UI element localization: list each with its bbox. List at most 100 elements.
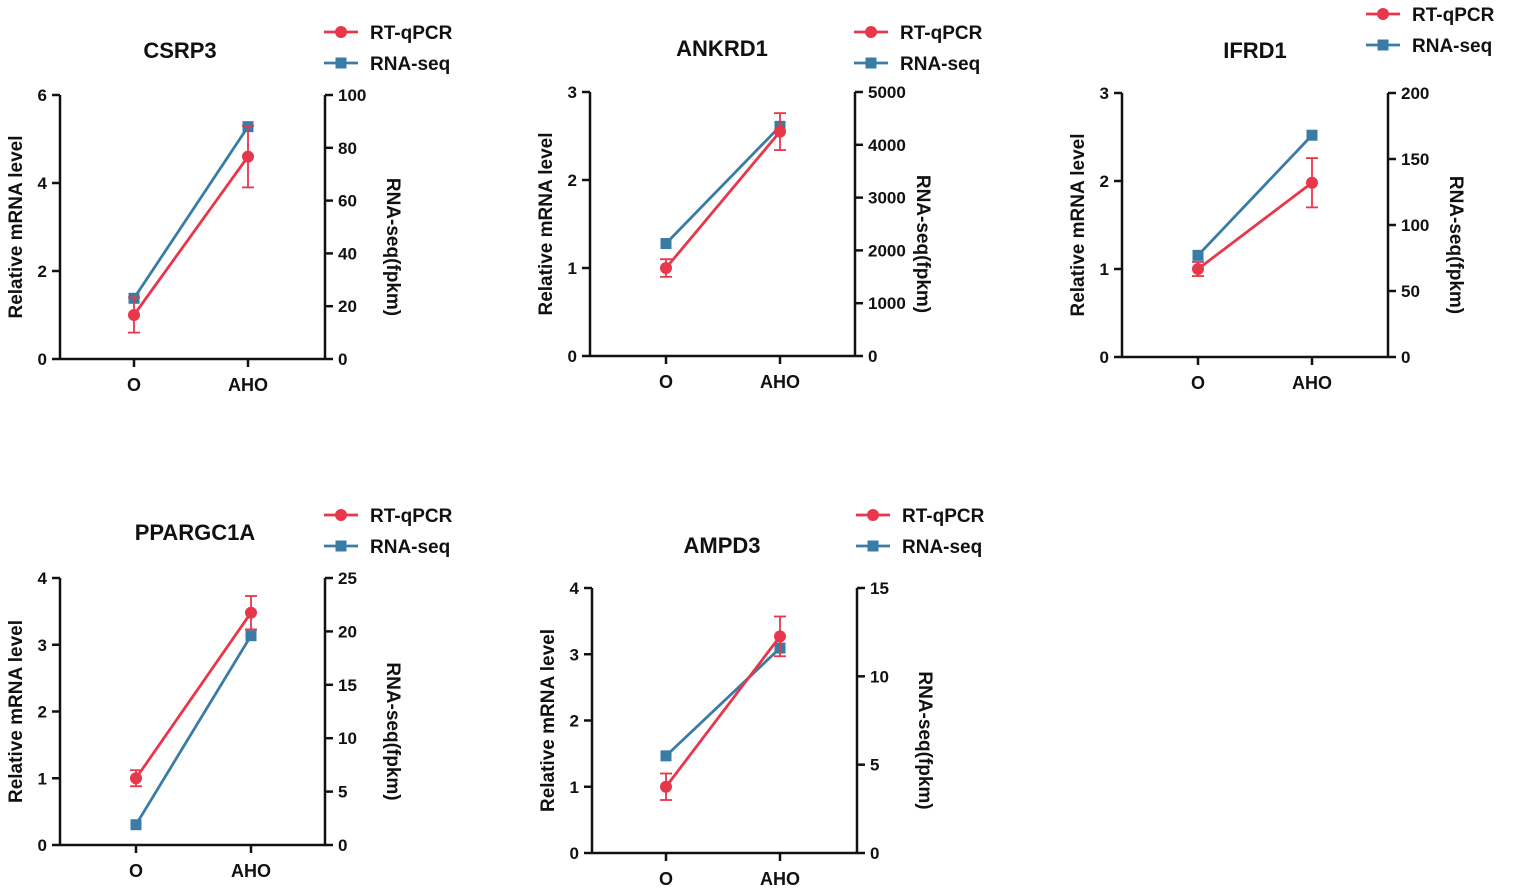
right-tick-label: 25 (338, 569, 357, 588)
series-line-rtqpcr (664, 635, 782, 788)
right-tick-label: 0 (870, 844, 879, 863)
left-tick-label: 3 (1100, 84, 1109, 103)
legend-marker-rtqpcr (335, 26, 347, 38)
data-point-rtqpcr (128, 309, 140, 321)
x-tick-label: O (127, 375, 141, 395)
right-tick-label: 5 (870, 756, 879, 775)
chart-title: PPARGC1A (135, 520, 256, 545)
right-tick-label: 200 (1401, 84, 1429, 103)
left-tick-label: 0 (570, 844, 579, 863)
right-tick-label: 0 (338, 836, 347, 855)
data-point-rnaseq (130, 819, 142, 831)
left-tick-label: 3 (570, 645, 579, 664)
series-line-rtqpcr (664, 130, 782, 269)
data-point-rtqpcr (1192, 263, 1204, 275)
legend-marker-rnaseq (1377, 39, 1389, 51)
right-tick-label: 2000 (868, 241, 906, 260)
data-point-rnaseq (660, 238, 672, 250)
legend-label: RNA-seq (370, 537, 450, 558)
right-tick-label: 15 (870, 579, 889, 598)
series-line-rnaseq (132, 125, 250, 300)
legend-label: RT-qPCR (370, 23, 453, 44)
data-point-rtqpcr (774, 630, 786, 643)
left-tick-label: 2 (38, 703, 47, 722)
right-tick-label: 10 (870, 667, 889, 686)
y2-axis-label: RNA-seq(fpkm) (382, 178, 403, 316)
left-tick-label: 0 (38, 350, 47, 369)
chart-title: AMPD3 (683, 533, 760, 558)
series-line-rtqpcr (132, 155, 250, 316)
series-line-rnaseq (134, 634, 253, 826)
legend-marker-rtqpcr (335, 509, 347, 521)
data-point-rtqpcr (774, 125, 786, 138)
panel-ppargc1a: PPARGC1A 0 1 2 3 4 0 5 10 15 20 25 O AHO Relative mRNA… (6, 506, 453, 881)
x-tick-label: O (1191, 373, 1205, 393)
left-tick-label: 2 (1100, 172, 1109, 191)
panel-ifrd1: IFRD1 0 1 2 3 0 50 100 150 200 O AHO Relative mRNA l… (1068, 5, 1495, 393)
data-point-rtqpcr (660, 262, 672, 274)
legend-marker-rnaseq (865, 57, 877, 69)
right-tick-label: 150 (1401, 150, 1429, 169)
y-axis-label: Relative mRNA level (6, 620, 27, 803)
legend-label: RNA-seq (1412, 36, 1492, 57)
legend-marker-rnaseq (335, 540, 347, 552)
left-tick-label: 6 (38, 86, 47, 105)
x-tick-label: O (659, 869, 673, 889)
legend-label: RT-qPCR (902, 506, 985, 527)
left-tick-label: 1 (568, 259, 577, 278)
left-tick-label: 0 (38, 836, 47, 855)
legend-marker-rnaseq (335, 57, 347, 69)
data-point-rnaseq (660, 750, 672, 762)
y-axis-label: Relative mRNA level (538, 629, 559, 812)
legend-label: RT-qPCR (370, 506, 453, 527)
x-tick-label: AHO (228, 375, 268, 395)
left-tick-label: 0 (568, 347, 577, 366)
right-tick-label: 0 (1401, 348, 1410, 367)
left-tick-label: 0 (1100, 348, 1109, 367)
right-tick-label: 3000 (868, 189, 906, 208)
chart-title: CSRP3 (143, 38, 216, 63)
legend-label: RNA-seq (900, 54, 980, 75)
right-tick-label: 100 (1401, 216, 1429, 235)
left-tick-label: 1 (570, 778, 579, 797)
series-line-rnaseq (665, 647, 781, 757)
data-point-rnaseq (245, 630, 257, 642)
x-tick-label: AHO (1292, 373, 1332, 393)
right-tick-label: 5000 (868, 83, 906, 102)
panel-ankrd1: ANKRD1 0 1 2 3 0 1000 2000 3000 4000 5000 O AHO Relat… (536, 23, 983, 392)
data-point-rnaseq (1192, 249, 1204, 261)
legend-label: RNA-seq (370, 54, 450, 75)
y-axis-label: Relative mRNA level (1068, 133, 1089, 316)
y2-axis-label: RNA-seq(fpkm) (1445, 176, 1466, 314)
right-tick-label: 20 (338, 297, 357, 316)
chart-title: ANKRD1 (676, 36, 768, 61)
x-tick-label: AHO (231, 861, 271, 881)
y-axis-label: Relative mRNA level (536, 132, 557, 315)
right-tick-label: 60 (338, 192, 357, 211)
left-tick-label: 4 (570, 579, 580, 598)
left-tick-label: 4 (38, 174, 48, 193)
right-tick-label: 100 (338, 86, 366, 105)
y2-axis-label: RNA-seq(fpkm) (914, 671, 935, 809)
right-tick-label: 80 (338, 139, 357, 158)
data-point-rtqpcr (242, 150, 254, 163)
left-tick-label: 4 (38, 569, 48, 588)
left-tick-label: 3 (568, 83, 577, 102)
series-line-rtqpcr (1197, 181, 1313, 271)
left-tick-label: 2 (568, 171, 577, 190)
x-tick-label: O (659, 372, 673, 392)
y2-axis-label: RNA-seq(fpkm) (382, 662, 403, 800)
chart-title: IFRD1 (1223, 38, 1287, 63)
left-tick-label: 2 (570, 712, 579, 731)
right-tick-label: 1000 (868, 294, 906, 313)
right-tick-label: 0 (338, 350, 347, 369)
right-tick-label: 20 (338, 622, 357, 641)
left-tick-label: 2 (38, 262, 47, 281)
series-line-rnaseq (1196, 134, 1314, 257)
data-point-rtqpcr (660, 780, 672, 793)
right-tick-label: 5 (338, 783, 347, 802)
legend-label: RT-qPCR (900, 23, 983, 44)
y2-axis-label: RNA-seq(fpkm) (912, 175, 933, 313)
right-tick-label: 10 (338, 729, 357, 748)
